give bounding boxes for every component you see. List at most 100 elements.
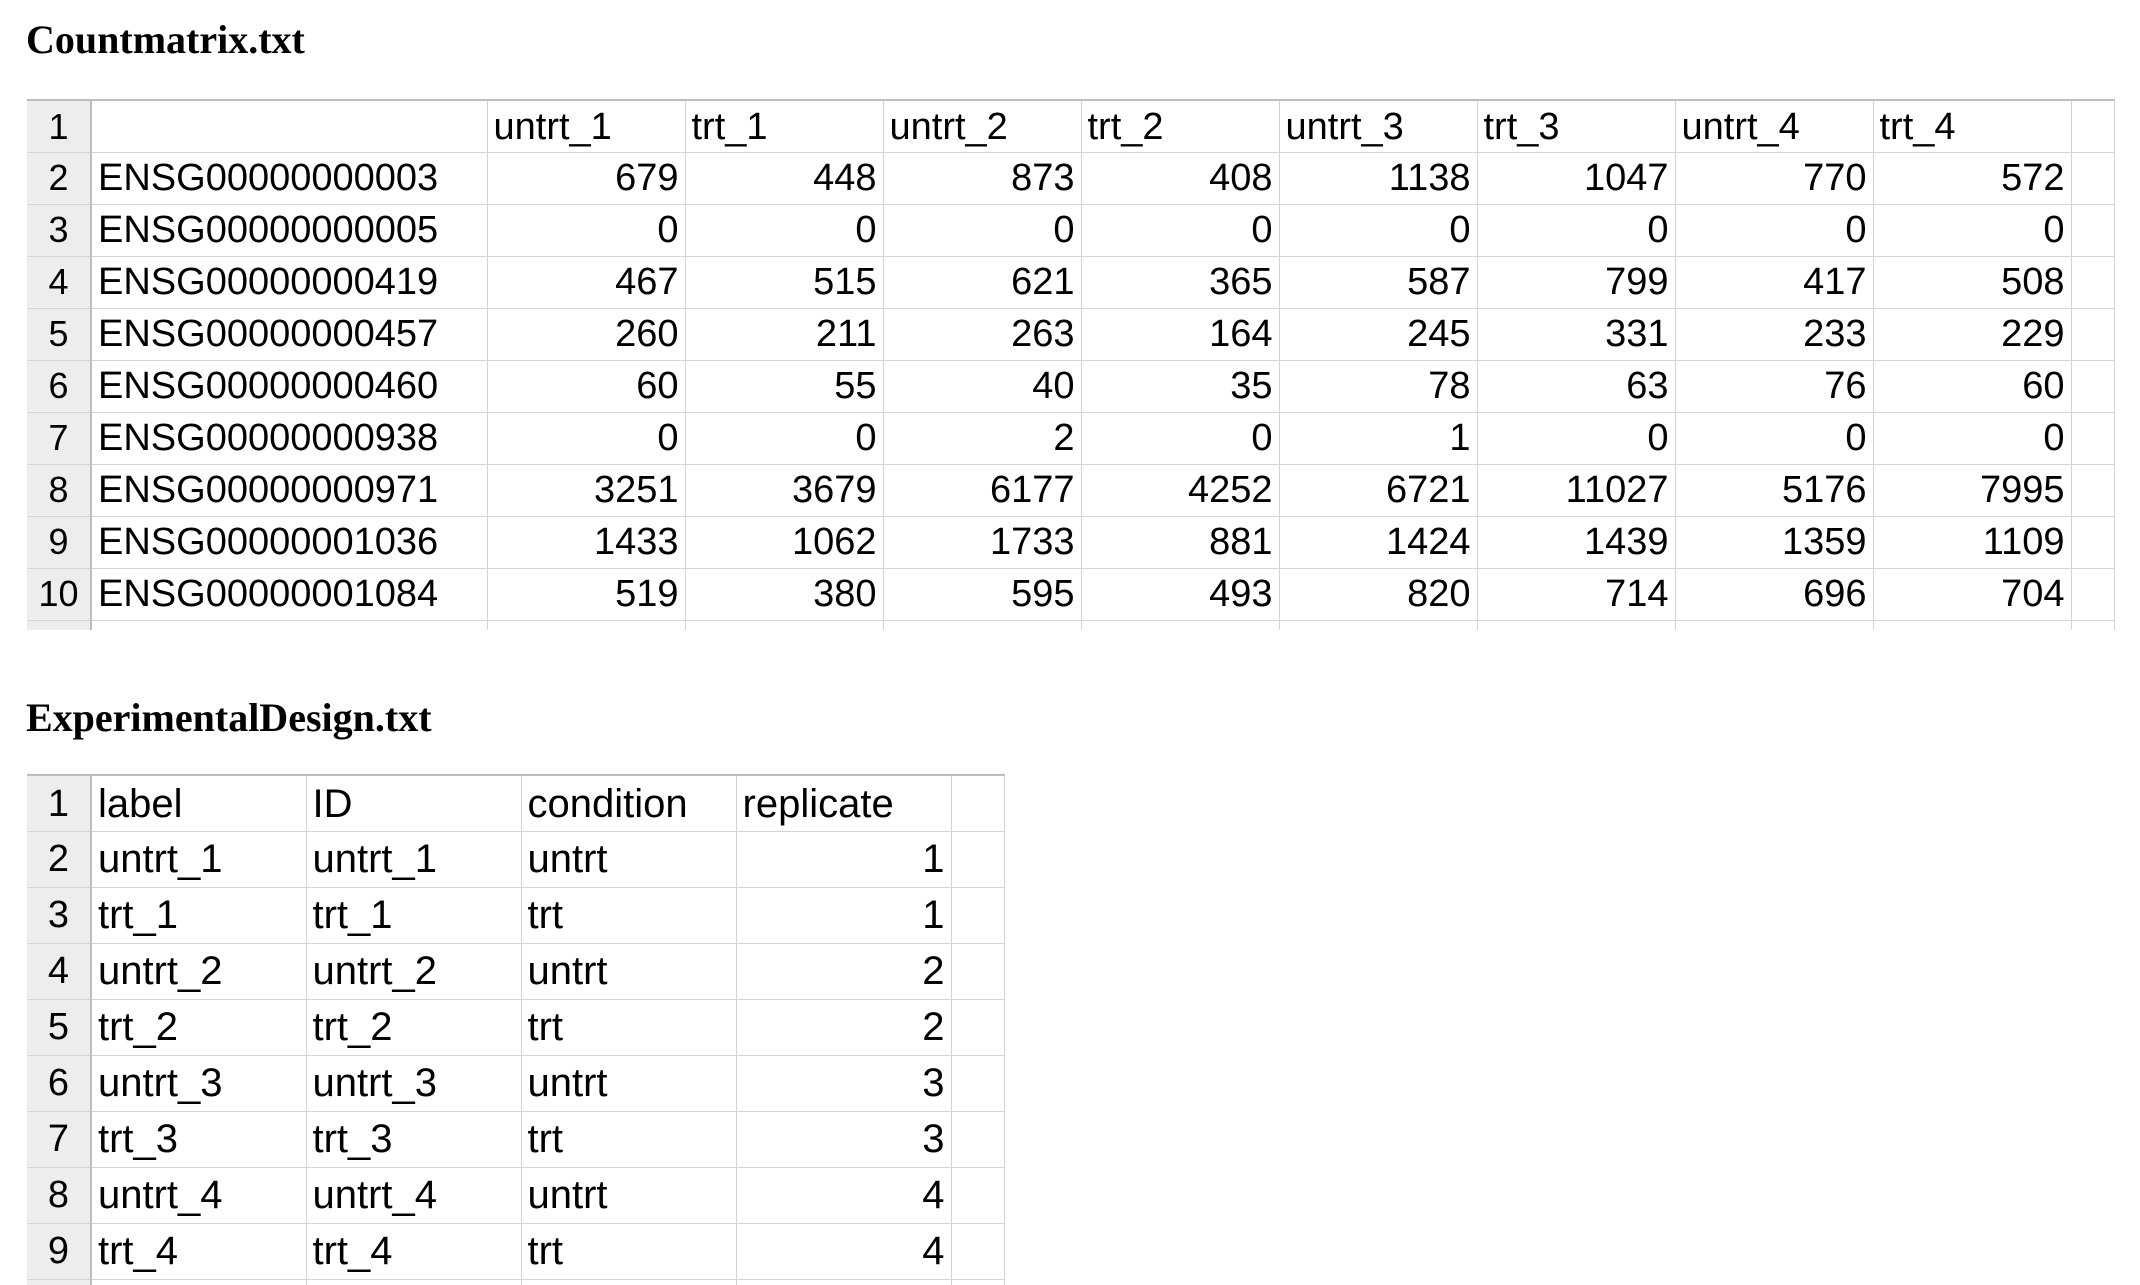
empty-cell[interactable] (2071, 412, 2115, 465)
table-cell[interactable]: untrt (521, 831, 737, 888)
column-header[interactable]: untrt_2 (883, 99, 1082, 153)
table-cell[interactable]: 1433 (487, 516, 686, 569)
table-cell[interactable]: 2 (736, 943, 952, 1000)
table-cell[interactable]: 55 (685, 360, 884, 413)
table-cell[interactable]: ENSG00000000003 (91, 152, 488, 205)
table-cell[interactable]: untrt_4 (91, 1167, 307, 1224)
table-cell[interactable]: 696 (1675, 568, 1874, 621)
empty-cell[interactable] (951, 999, 1005, 1056)
empty-cell[interactable] (951, 887, 1005, 944)
table-cell[interactable]: untrt_3 (306, 1055, 522, 1112)
table-cell[interactable]: trt_4 (306, 1223, 522, 1280)
table-cell[interactable]: 78 (1279, 360, 1478, 413)
column-header[interactable]: condition (521, 774, 737, 832)
table-cell[interactable]: untrt (521, 943, 737, 1000)
table-cell[interactable]: 229 (1873, 308, 2072, 361)
column-header[interactable] (91, 99, 488, 153)
table-cell[interactable]: trt_2 (91, 999, 307, 1056)
table-cell[interactable]: 5176 (1675, 464, 1874, 517)
table-cell[interactable]: 4 (736, 1223, 952, 1280)
table-cell[interactable]: 799 (1477, 256, 1676, 309)
empty-cell[interactable] (951, 774, 1005, 832)
column-header[interactable]: untrt_1 (487, 99, 686, 153)
table-cell[interactable]: 448 (685, 152, 884, 205)
empty-cell[interactable] (2071, 99, 2115, 153)
table-cell[interactable]: 0 (685, 412, 884, 465)
table-cell[interactable]: 6177 (883, 464, 1082, 517)
table-cell[interactable]: 0 (1081, 412, 1280, 465)
empty-cell[interactable] (2071, 360, 2115, 413)
table-cell[interactable]: 4252 (1081, 464, 1280, 517)
table-cell[interactable]: 3251 (487, 464, 686, 517)
empty-cell[interactable] (951, 1167, 1005, 1224)
table-cell[interactable]: 572 (1873, 152, 2072, 205)
table-cell[interactable]: ENSG00000000938 (91, 412, 488, 465)
table-cell[interactable]: 467 (487, 256, 686, 309)
table-cell[interactable]: 493 (1081, 568, 1280, 621)
table-cell[interactable]: 76 (1675, 360, 1874, 413)
table-cell[interactable]: 0 (487, 412, 686, 465)
table-cell[interactable]: untrt (521, 1055, 737, 1112)
table-cell[interactable]: 0 (1675, 412, 1874, 465)
table-cell[interactable]: 4 (736, 1167, 952, 1224)
table-cell[interactable]: 365 (1081, 256, 1280, 309)
table-cell[interactable]: 881 (1081, 516, 1280, 569)
table-cell[interactable]: trt_4 (91, 1223, 307, 1280)
column-header[interactable]: trt_1 (685, 99, 884, 153)
table-cell[interactable]: 515 (685, 256, 884, 309)
empty-cell[interactable] (2071, 256, 2115, 309)
table-cell[interactable]: untrt_2 (306, 943, 522, 1000)
table-cell[interactable]: 60 (487, 360, 686, 413)
column-header[interactable]: ID (306, 774, 522, 832)
table-cell[interactable]: trt (521, 1223, 737, 1280)
table-cell[interactable]: 7995 (1873, 464, 2072, 517)
table-cell[interactable]: 714 (1477, 568, 1676, 621)
table-cell[interactable]: trt_3 (306, 1111, 522, 1168)
empty-cell[interactable] (951, 943, 1005, 1000)
table-cell[interactable]: untrt_4 (306, 1167, 522, 1224)
table-cell[interactable]: 0 (1477, 204, 1676, 257)
table-cell[interactable]: trt_1 (91, 887, 307, 944)
column-header[interactable]: untrt_4 (1675, 99, 1874, 153)
table-cell[interactable]: 1062 (685, 516, 884, 569)
empty-cell[interactable] (2071, 308, 2115, 361)
column-header[interactable]: untrt_3 (1279, 99, 1478, 153)
table-cell[interactable]: 1439 (1477, 516, 1676, 569)
table-cell[interactable]: 6721 (1279, 464, 1478, 517)
table-cell[interactable]: 595 (883, 568, 1082, 621)
table-cell[interactable]: 380 (685, 568, 884, 621)
table-cell[interactable]: 0 (883, 204, 1082, 257)
table-cell[interactable]: 408 (1081, 152, 1280, 205)
table-cell[interactable]: 0 (1477, 412, 1676, 465)
table-cell[interactable]: ENSG00000000460 (91, 360, 488, 413)
table-cell[interactable]: 35 (1081, 360, 1280, 413)
table-cell[interactable]: 233 (1675, 308, 1874, 361)
table-cell[interactable]: 1 (1279, 412, 1478, 465)
table-cell[interactable]: ENSG00000000005 (91, 204, 488, 257)
column-header[interactable]: trt_2 (1081, 99, 1280, 153)
table-cell[interactable]: 331 (1477, 308, 1676, 361)
table-cell[interactable]: 245 (1279, 308, 1478, 361)
table-cell[interactable]: 40 (883, 360, 1082, 413)
table-cell[interactable]: 0 (1873, 204, 2072, 257)
table-cell[interactable]: ENSG00000000419 (91, 256, 488, 309)
column-header[interactable]: trt_3 (1477, 99, 1676, 153)
empty-cell[interactable] (951, 831, 1005, 888)
table-cell[interactable]: untrt_1 (91, 831, 307, 888)
empty-cell[interactable] (2071, 516, 2115, 569)
table-cell[interactable]: 1 (736, 887, 952, 944)
table-cell[interactable]: 0 (1279, 204, 1478, 257)
table-cell[interactable]: 587 (1279, 256, 1478, 309)
column-header[interactable]: trt_4 (1873, 99, 2072, 153)
table-cell[interactable]: ENSG00000001036 (91, 516, 488, 569)
table-cell[interactable]: untrt_1 (306, 831, 522, 888)
table-cell[interactable]: untrt_2 (91, 943, 307, 1000)
table-cell[interactable]: 873 (883, 152, 1082, 205)
table-cell[interactable]: 1109 (1873, 516, 2072, 569)
table-cell[interactable]: 621 (883, 256, 1082, 309)
table-cell[interactable]: 0 (1675, 204, 1874, 257)
table-cell[interactable]: 211 (685, 308, 884, 361)
table-cell[interactable]: untrt_3 (91, 1055, 307, 1112)
table-cell[interactable]: ENSG00000000971 (91, 464, 488, 517)
empty-cell[interactable] (951, 1111, 1005, 1168)
